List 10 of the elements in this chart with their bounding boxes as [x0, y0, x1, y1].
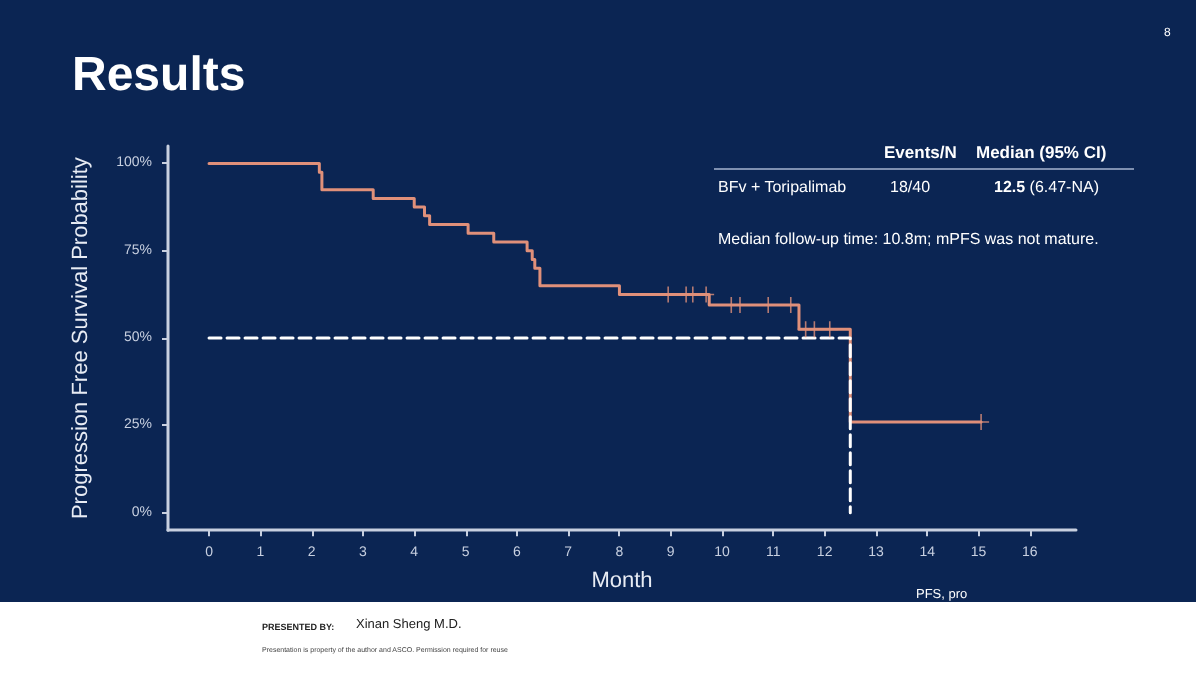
- x-axis-title: Month: [591, 569, 653, 593]
- point: [821, 321, 838, 338]
- annotation: Events/N: [884, 142, 957, 162]
- annotation: Median follow-up time: 10.8m; mPFS was not mature.: [718, 230, 1099, 248]
- y-axis-title: Progression Free Survival Probability: [69, 156, 93, 520]
- annotation: 18/40: [890, 178, 931, 196]
- chart-title: Results: [72, 48, 246, 104]
- annotation: 12.5 (6.47-NA): [994, 178, 1099, 196]
- annotation: Median (95% CI): [976, 142, 1107, 162]
- annotation: BFv + Toripalimab: [718, 178, 847, 196]
